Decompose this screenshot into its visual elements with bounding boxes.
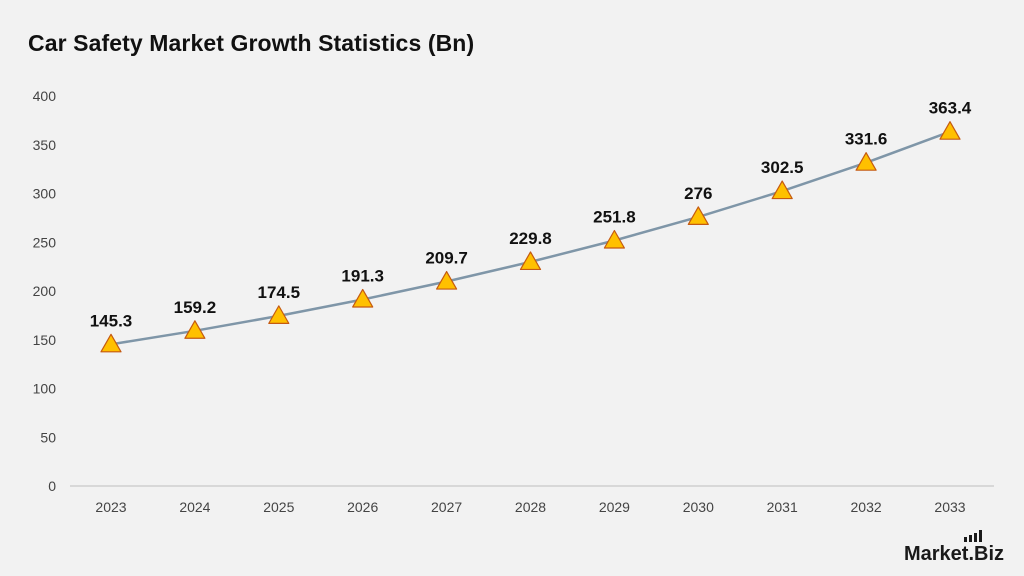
data-point-marker [268,305,290,324]
x-tick-label: 2028 [515,499,546,515]
y-tick-label: 50 [40,429,56,445]
data-label: 302.5 [761,158,804,177]
x-tick-label: 2027 [431,499,462,515]
data-label: 159.2 [174,298,217,317]
data-label: 174.5 [258,283,301,302]
data-labels: 145.3 159.2 174.5 191.3 209.7 229.8 251.8 276 30… [90,99,972,331]
data-label: 145.3 [90,311,133,330]
x-tick-label: 2030 [683,499,714,515]
y-tick-label: 350 [33,137,57,153]
y-tick-label: 100 [33,381,57,397]
y-tick-label: 400 [33,88,57,104]
y-tick-label: 0 [48,478,56,494]
x-tick-label: 2026 [347,499,378,515]
y-tick-label: 150 [33,332,57,348]
data-label: 363.4 [929,99,972,118]
data-point-marker [352,288,374,308]
data-point-marker [436,270,458,290]
x-tick-label: 2025 [263,499,294,515]
y-axis-ticks: 0 50 100 150 200 250 300 350 400 [33,88,57,494]
y-tick-label: 250 [33,234,57,250]
data-point-marker [771,180,793,200]
x-tick-label: 2033 [934,499,965,515]
x-tick-label: 2023 [95,499,126,515]
brand-logo: Market.Biz [903,543,1004,565]
x-tick-label: 2024 [179,499,210,515]
data-label: 209.7 [425,249,468,268]
data-point-marker [603,229,625,249]
data-point-marker [687,206,709,225]
chart-title: Car Safety Market Growth Statistics (Bn) [28,30,475,56]
y-tick-label: 200 [33,283,57,299]
x-tick-label: 2029 [599,499,630,515]
data-point-marker [184,320,206,339]
data-point-marker [855,152,877,171]
data-label: 191.3 [341,266,384,285]
data-label: 331.6 [845,130,888,149]
data-point-marker [100,333,122,353]
x-axis-ticks: 2023 2024 2025 2026 2027 2028 2029 2030 2031 2032… [95,499,965,515]
x-tick-label: 2032 [851,499,882,515]
x-tick-label: 2031 [767,499,798,515]
y-tick-label: 300 [33,186,57,202]
data-point-marker [519,251,542,271]
data-label: 251.8 [593,207,636,226]
data-point-marker [939,121,961,140]
data-markers [100,121,961,353]
brand-logo-bars [964,530,986,542]
data-label: 229.8 [509,229,552,248]
data-label: 276 [684,184,712,203]
